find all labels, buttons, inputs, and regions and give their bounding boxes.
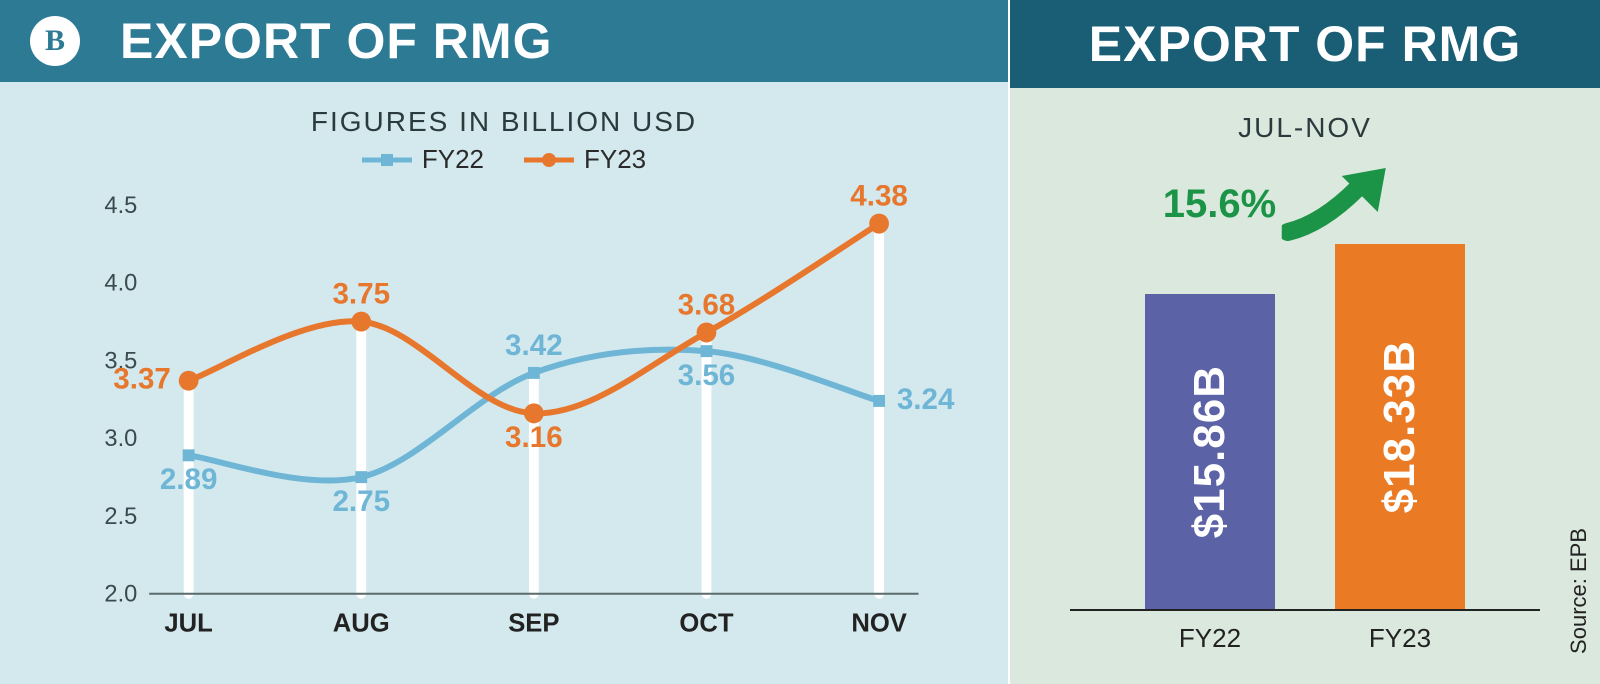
bar-fy23: $18.33B	[1335, 244, 1465, 609]
line-chart-svg: 2.02.53.03.54.04.5JULAUGSEPOCTNOV2.892.7…	[90, 185, 958, 654]
bar-x-label: FY22	[1145, 623, 1275, 654]
source-credit: Source: EPB	[1566, 528, 1592, 654]
svg-text:4.5: 4.5	[104, 192, 137, 219]
svg-text:OCT: OCT	[679, 610, 733, 638]
svg-text:SEP: SEP	[508, 610, 559, 638]
right-subtitle: JUL-NOV	[1010, 112, 1600, 144]
svg-text:4.0: 4.0	[104, 270, 137, 297]
svg-text:3.24: 3.24	[897, 383, 955, 416]
legend-label-fy22: FY22	[422, 144, 484, 175]
svg-text:AUG: AUG	[333, 610, 390, 638]
right-title: EXPORT OF RMG	[1089, 15, 1521, 73]
legend-label-fy23: FY23	[584, 144, 646, 175]
bar-fy22: $15.86B	[1145, 294, 1275, 609]
svg-text:NOV: NOV	[851, 610, 907, 638]
left-title: EXPORT OF RMG	[120, 12, 552, 70]
line-chart-panel: B EXPORT OF RMG FIGURES IN BILLION USD F…	[0, 0, 1008, 684]
svg-text:3.37: 3.37	[113, 363, 171, 396]
svg-text:JUL: JUL	[164, 610, 212, 638]
line-chart: 2.02.53.03.54.04.5JULAUGSEPOCTNOV2.892.7…	[0, 175, 1008, 684]
bars-container: $15.86B $18.33B	[1070, 164, 1540, 611]
brand-logo: B	[30, 16, 80, 66]
svg-text:2.5: 2.5	[104, 503, 137, 530]
left-subtitle: FIGURES IN BILLION USD	[0, 106, 1008, 138]
bar-chart-panel: EXPORT OF RMG JUL-NOV 15.6% $15.86B$18.3…	[1008, 0, 1600, 684]
svg-text:2.75: 2.75	[332, 485, 390, 518]
svg-text:3.75: 3.75	[332, 278, 390, 311]
svg-text:3.42: 3.42	[505, 329, 563, 362]
bar-chart: 15.6% $15.86B$18.33B FY22FY23	[1010, 144, 1600, 684]
bar-value: $18.33B	[1375, 340, 1425, 513]
legend-swatch-fy22	[362, 150, 412, 170]
left-header: B EXPORT OF RMG	[0, 0, 1008, 82]
svg-text:2.0: 2.0	[104, 581, 137, 608]
bar-x-labels: FY22 FY23	[1070, 623, 1540, 654]
bar-value: $15.86B	[1185, 365, 1235, 538]
right-header: EXPORT OF RMG	[1010, 0, 1600, 88]
legend-item-fy23: FY23	[524, 144, 646, 175]
chart-legend: FY22 FY23	[0, 144, 1008, 175]
svg-text:3.0: 3.0	[104, 426, 137, 453]
legend-item-fy22: FY22	[362, 144, 484, 175]
svg-text:4.38: 4.38	[850, 185, 908, 213]
svg-text:3.56: 3.56	[678, 359, 736, 392]
bar-x-label: FY23	[1335, 623, 1465, 654]
svg-text:3.16: 3.16	[505, 422, 563, 455]
svg-text:2.89: 2.89	[160, 464, 218, 497]
legend-swatch-fy23	[524, 150, 574, 170]
svg-text:3.68: 3.68	[678, 289, 736, 322]
